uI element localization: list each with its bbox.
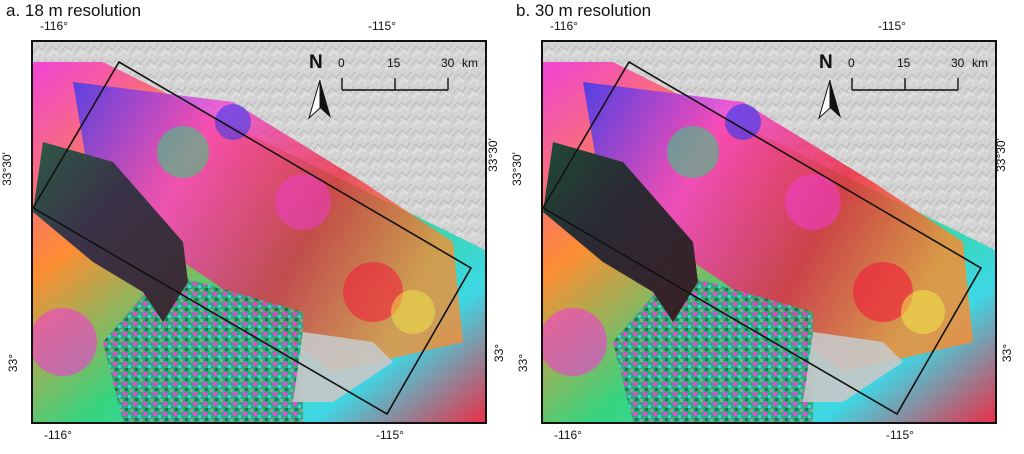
scale-tick-15: 15 [897,56,911,70]
scale-bar [851,78,959,91]
lat-label-left-south: 33° [6,353,21,373]
scale-bar [341,78,449,91]
panel-title: b. 30 m resolution [516,1,652,20]
map-image [33,42,485,422]
panel-title: a. 18 m resolution [6,1,142,20]
lat-label-right-south: 33° [1000,343,1015,363]
scale-unit: km [972,56,988,70]
lon-label-top-west: -116° [550,19,578,33]
map-frame [31,40,487,424]
lat-label-left-north: 33°30' [509,152,524,186]
lon-label-bottom-west: -116° [554,428,582,442]
scale-tick-0: 0 [338,56,345,70]
lon-label-bottom-east: -115° [376,428,404,442]
panel-a: a. 18 m resolution -116° -115° -116° -11… [0,1,507,442]
lon-label-top-east: -115° [368,19,396,33]
lon-label-bottom-west: -116° [44,428,72,442]
lon-label-bottom-east: -115° [886,428,914,442]
lat-label-right-north: 33°30' [485,138,500,172]
scale-tick-0: 0 [848,56,855,70]
lat-label-right-south: 33° [492,343,507,363]
north-arrow-icon [308,79,331,120]
map-frame [541,40,997,424]
panel-b: b. 30 m resolution -116° -115° -116° -11… [510,0,1022,454]
map-image [543,42,995,422]
scale-tick-30: 30 [951,56,965,70]
scale-tick-15: 15 [387,56,401,70]
north-label: N [819,52,833,73]
north-arrow-icon [818,79,841,120]
lat-label-left-north: 33°30' [0,152,14,186]
lon-label-top-west: -116° [40,19,68,33]
north-label: N [309,52,323,73]
scale-tick-30: 30 [441,56,455,70]
lat-label-left-south: 33° [516,353,531,373]
scale-unit: km [462,56,478,70]
lon-label-top-east: -115° [878,19,906,33]
